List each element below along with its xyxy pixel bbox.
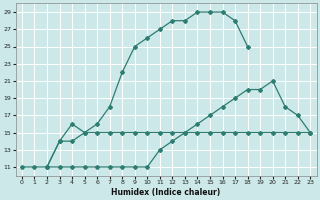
X-axis label: Humidex (Indice chaleur): Humidex (Indice chaleur) bbox=[111, 188, 221, 197]
